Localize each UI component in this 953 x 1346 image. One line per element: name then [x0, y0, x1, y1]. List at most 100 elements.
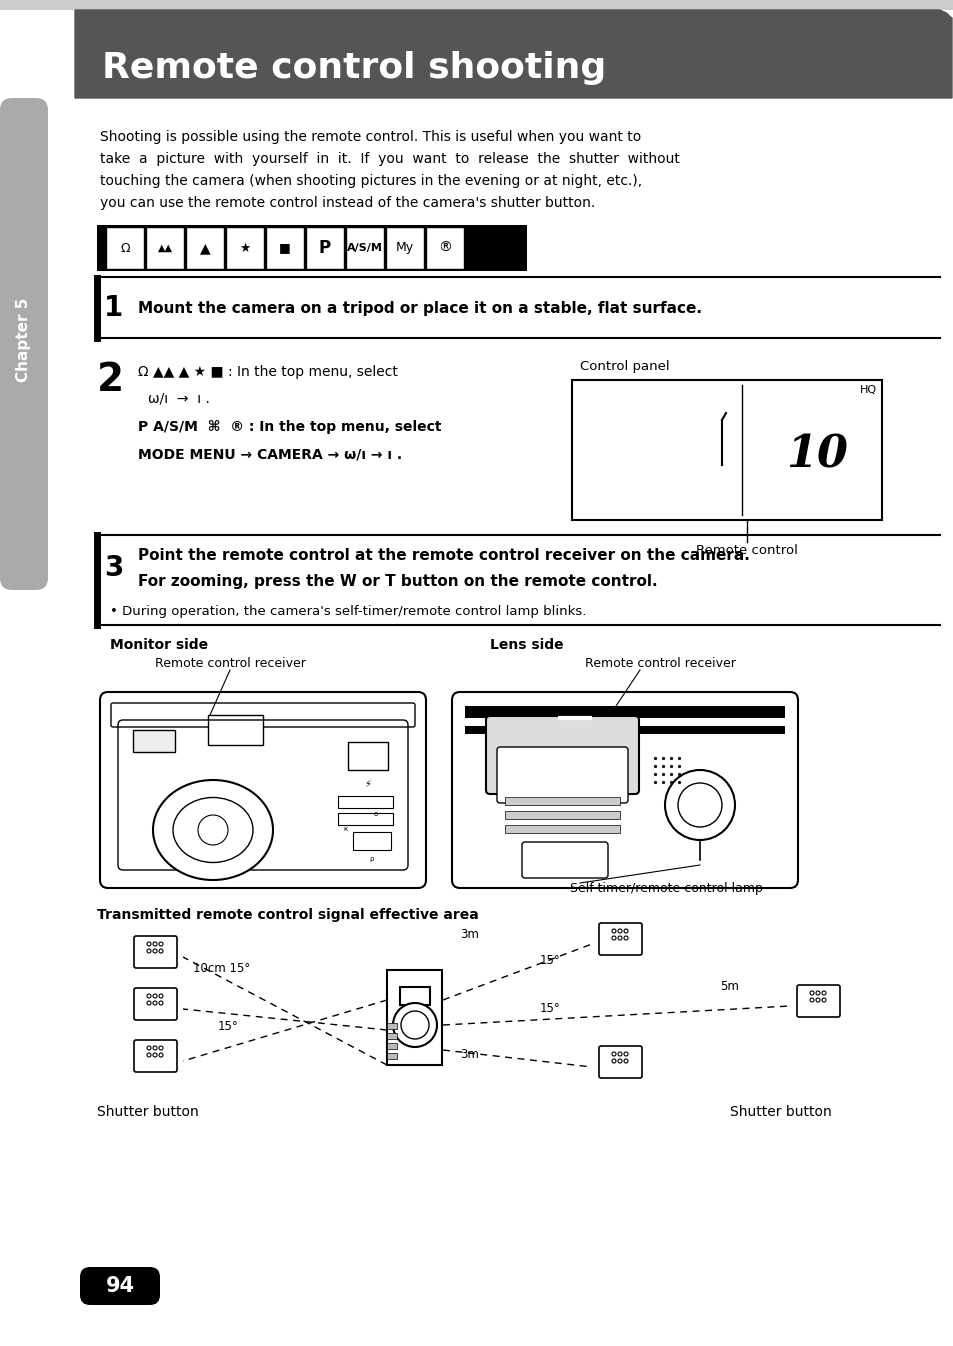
Bar	[226, 227, 264, 269]
Circle shape	[623, 1053, 627, 1057]
Text: My: My	[395, 241, 414, 254]
Circle shape	[159, 1046, 163, 1050]
Text: к: к	[343, 826, 347, 832]
Text: Monitor side: Monitor side	[110, 638, 208, 651]
Text: ▲: ▲	[199, 241, 210, 254]
Circle shape	[147, 993, 151, 997]
Bar	[387, 1023, 396, 1028]
Bar	[146, 227, 184, 269]
Text: Remote control receiver: Remote control receiver	[584, 657, 735, 670]
Circle shape	[159, 1001, 163, 1005]
Bar	[387, 970, 441, 1065]
Circle shape	[821, 991, 825, 995]
Circle shape	[815, 991, 820, 995]
Circle shape	[152, 949, 157, 953]
FancyBboxPatch shape	[133, 935, 177, 968]
Text: • During operation, the camera's self-timer/remote control lamp blinks.: • During operation, the camera's self-ti…	[110, 604, 586, 618]
Text: take  a  picture  with  yourself  in  it.  If  you  want  to  release  the  shut: take a picture with yourself in it. If y…	[100, 152, 679, 166]
Bar	[346, 227, 384, 269]
Text: For zooming, press the W or T button on the remote control.: For zooming, press the W or T button on …	[138, 573, 657, 590]
Text: ω/ı  →  ı .: ω/ı → ı .	[148, 392, 210, 406]
Circle shape	[147, 949, 151, 953]
Bar	[0, 0, 953, 9]
Text: ▲▲: ▲▲	[157, 244, 172, 253]
Text: 10cm 15°: 10cm 15°	[193, 961, 250, 975]
FancyBboxPatch shape	[521, 843, 607, 878]
Circle shape	[618, 935, 621, 940]
Bar	[337, 813, 393, 825]
Circle shape	[393, 1003, 436, 1047]
Text: MODE MENU → CAMERA → ω/ı → ı .: MODE MENU → CAMERA → ω/ı → ı .	[138, 448, 402, 462]
Ellipse shape	[152, 779, 273, 880]
Circle shape	[159, 942, 163, 946]
Bar	[387, 1043, 396, 1049]
Bar	[146, 227, 184, 269]
Bar	[504, 797, 619, 805]
Circle shape	[612, 1053, 616, 1057]
Bar	[504, 825, 619, 833]
Bar	[266, 227, 304, 269]
Bar	[572, 380, 882, 520]
Text: Transmitted remote control signal effective area: Transmitted remote control signal effect…	[97, 909, 478, 922]
Bar	[426, 227, 463, 269]
Text: 3m: 3m	[459, 1049, 478, 1062]
Circle shape	[618, 1053, 621, 1057]
Text: Remote control: Remote control	[696, 544, 797, 557]
Circle shape	[159, 1053, 163, 1057]
Text: Remote control shooting: Remote control shooting	[102, 51, 605, 85]
Circle shape	[159, 949, 163, 953]
Circle shape	[664, 770, 734, 840]
Bar	[386, 227, 423, 269]
Circle shape	[678, 783, 721, 826]
Text: 15°: 15°	[539, 953, 560, 966]
Circle shape	[623, 1059, 627, 1063]
Bar	[337, 795, 393, 808]
Polygon shape	[75, 9, 951, 98]
Bar	[348, 742, 388, 770]
Circle shape	[147, 1053, 151, 1057]
Text: ■: ■	[279, 241, 291, 254]
Text: ★: ★	[239, 241, 251, 254]
Circle shape	[147, 1001, 151, 1005]
Text: 15°: 15°	[218, 1019, 238, 1032]
FancyBboxPatch shape	[133, 988, 177, 1020]
Text: Lens side: Lens side	[490, 638, 563, 651]
Text: Remote control receiver: Remote control receiver	[154, 657, 305, 670]
Circle shape	[623, 929, 627, 933]
Bar	[132, 730, 174, 752]
Bar	[266, 227, 304, 269]
Text: Control panel: Control panel	[579, 359, 669, 373]
FancyBboxPatch shape	[497, 747, 627, 804]
Text: 1: 1	[104, 293, 123, 322]
Text: P A/S/M  ⌘  ® : In the top menu, select: P A/S/M ⌘ ® : In the top menu, select	[138, 420, 441, 433]
Circle shape	[612, 935, 616, 940]
Text: Shutter button: Shutter button	[97, 1105, 198, 1119]
Text: Ω ▲▲ ▲ ★ ■ : In the top menu, select: Ω ▲▲ ▲ ★ ■ : In the top menu, select	[138, 365, 397, 380]
Ellipse shape	[172, 797, 253, 863]
Circle shape	[623, 935, 627, 940]
Text: 5m: 5m	[720, 980, 739, 992]
Bar	[386, 227, 423, 269]
FancyBboxPatch shape	[598, 1046, 641, 1078]
Circle shape	[198, 814, 228, 845]
Circle shape	[809, 997, 813, 1001]
Bar	[464, 707, 784, 717]
Bar	[387, 1053, 396, 1059]
Bar	[464, 725, 784, 734]
Bar	[426, 227, 463, 269]
Circle shape	[152, 993, 157, 997]
Text: 2: 2	[97, 361, 124, 398]
Circle shape	[400, 1011, 429, 1039]
Circle shape	[821, 997, 825, 1001]
FancyBboxPatch shape	[452, 692, 797, 888]
Bar	[226, 227, 264, 269]
Text: touching the camera (when shooting pictures in the evening or at night, etc.),: touching the camera (when shooting pictu…	[100, 174, 641, 188]
Text: Shutter button: Shutter button	[729, 1105, 831, 1119]
FancyBboxPatch shape	[796, 985, 840, 1018]
Bar	[186, 227, 224, 269]
Text: 94: 94	[106, 1276, 134, 1296]
Bar	[208, 715, 263, 744]
Circle shape	[147, 1046, 151, 1050]
Bar	[106, 227, 144, 269]
Bar	[387, 1032, 396, 1039]
